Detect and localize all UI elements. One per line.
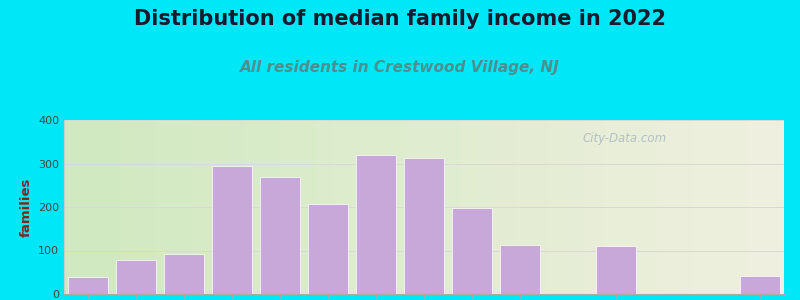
Bar <box>499 245 541 294</box>
Bar <box>404 158 445 294</box>
Bar <box>739 276 780 294</box>
Text: City-Data.com: City-Data.com <box>582 132 666 145</box>
Bar <box>595 246 636 294</box>
Bar <box>163 254 204 294</box>
Bar <box>67 277 108 294</box>
Bar <box>115 260 157 294</box>
Bar <box>211 166 253 294</box>
Text: All residents in Crestwood Village, NJ: All residents in Crestwood Village, NJ <box>240 60 560 75</box>
Bar <box>308 204 349 294</box>
Bar <box>259 176 301 294</box>
Bar <box>451 208 493 294</box>
Y-axis label: families: families <box>19 177 33 237</box>
Text: Distribution of median family income in 2022: Distribution of median family income in … <box>134 9 666 29</box>
Bar <box>356 155 397 294</box>
